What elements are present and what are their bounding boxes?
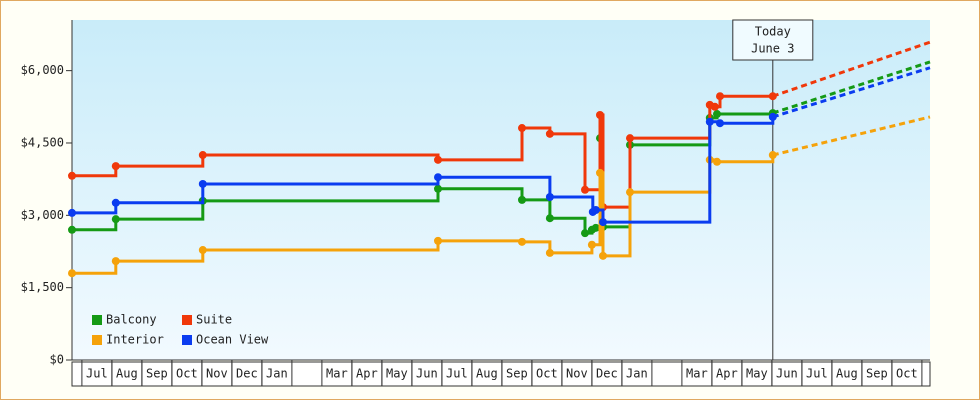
price-point: [545, 214, 554, 223]
x-tick-label: Dec: [236, 367, 258, 381]
legend-swatch: [92, 315, 102, 325]
price-point: [587, 240, 596, 249]
price-point: [599, 218, 607, 227]
y-tick-label: $0: [50, 353, 64, 367]
price-point: [434, 184, 442, 193]
y-tick-label: $6,000: [21, 63, 64, 77]
price-point: [768, 112, 777, 121]
x-tick-label: Apr: [356, 367, 378, 381]
y-tick-label: $1,500: [21, 280, 64, 294]
price-point: [626, 188, 634, 197]
x-tick-label: Jan: [266, 367, 288, 381]
x-tick-label: Aug: [476, 367, 498, 381]
price-point: [596, 168, 604, 177]
x-tick-label: Sep: [506, 367, 528, 381]
x-tick-label: May: [746, 367, 768, 381]
price-point: [68, 208, 76, 217]
price-point: [198, 151, 207, 160]
legend-swatch: [92, 335, 102, 345]
x-tick-label: Jun: [416, 367, 438, 381]
price-point: [581, 185, 589, 194]
price-point: [198, 246, 207, 255]
price-point: [713, 157, 721, 166]
x-tick-label: Jul: [86, 367, 108, 381]
price-point: [768, 92, 777, 101]
price-point: [111, 162, 120, 171]
x-tick-label: Oct: [896, 367, 918, 381]
x-tick-label: Sep: [146, 367, 168, 381]
x-tick-label: Sep: [866, 367, 888, 381]
projection-line: [772, 40, 931, 98]
price-point: [768, 151, 777, 160]
price-point: [434, 173, 442, 182]
price-point: [68, 269, 76, 278]
legend-label: Suite: [196, 313, 232, 327]
y-tick-label: $4,500: [21, 135, 64, 149]
x-tick-label: Jan: [626, 367, 648, 381]
x-tick-label: Jun: [776, 367, 798, 381]
today-label: June 3: [751, 42, 794, 56]
price-point: [434, 155, 442, 164]
today-box: [732, 19, 814, 61]
x-tick-label: Oct: [176, 367, 198, 381]
price-point: [713, 110, 721, 119]
price-point: [716, 92, 724, 101]
x-tick-label: Jul: [446, 367, 468, 381]
price-point: [68, 171, 76, 180]
y-tick-label: $3,000: [21, 208, 64, 222]
price-point: [111, 198, 120, 207]
price-point: [581, 229, 589, 238]
price-point: [518, 237, 526, 246]
price-point: [434, 236, 442, 245]
x-tick-label: Jul: [806, 367, 828, 381]
price-point: [596, 111, 604, 120]
legend-swatch: [182, 335, 192, 345]
legend-label: Ocean View: [196, 333, 269, 347]
x-tick-label: Aug: [836, 367, 858, 381]
x-tick-label: May: [386, 367, 408, 381]
today-label: Today: [755, 25, 791, 39]
price-point: [518, 195, 526, 204]
price-point: [599, 251, 607, 260]
x-tick-label: Mar: [326, 367, 348, 381]
price-point: [545, 248, 554, 257]
projection-line: [772, 115, 931, 157]
legend-swatch: [182, 315, 192, 325]
x-tick-label: Apr: [716, 367, 738, 381]
price-point: [198, 179, 207, 188]
price-point: [111, 215, 120, 224]
projection-line: [772, 60, 931, 115]
price-point: [111, 257, 120, 266]
x-tick-label: Nov: [206, 367, 228, 381]
price-point: [705, 117, 714, 126]
x-tick-label: Dec: [596, 367, 618, 381]
price-point: [626, 134, 634, 143]
price-point: [545, 129, 554, 138]
legend-label: Interior: [106, 333, 164, 347]
price-point: [716, 119, 724, 128]
month-strip: [71, 361, 931, 387]
price-point: [591, 206, 600, 215]
x-tick-label: Oct: [536, 367, 558, 381]
price-point: [591, 223, 600, 232]
x-tick-label: Nov: [566, 367, 588, 381]
legend-label: Balcony: [106, 313, 157, 327]
price-point: [518, 124, 526, 133]
price-point: [68, 225, 76, 234]
x-tick-label: Mar: [686, 367, 708, 381]
projection-line: [772, 66, 931, 119]
x-tick-label: Aug: [116, 367, 138, 381]
price-point: [710, 102, 719, 111]
price-point: [545, 192, 554, 201]
